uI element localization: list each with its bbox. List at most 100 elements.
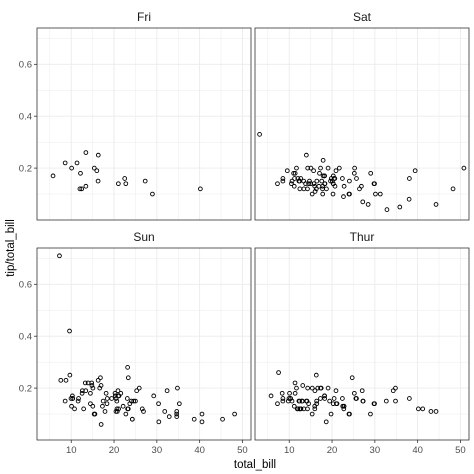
data-point bbox=[139, 406, 145, 412]
data-point bbox=[349, 375, 355, 381]
data-point bbox=[62, 398, 68, 404]
data-point bbox=[330, 401, 336, 407]
facet-panel-fri: Fri bbox=[36, 6, 252, 221]
data-point bbox=[340, 176, 345, 181]
facet-strip bbox=[255, 6, 469, 28]
data-point bbox=[68, 396, 74, 401]
data-point bbox=[150, 191, 155, 197]
facet-strip bbox=[37, 6, 251, 28]
data-point bbox=[351, 170, 357, 176]
data-point bbox=[347, 191, 352, 197]
data-point bbox=[305, 186, 310, 192]
data-point bbox=[69, 403, 74, 409]
data-point bbox=[325, 165, 331, 171]
data-point bbox=[199, 419, 205, 425]
data-point bbox=[83, 183, 89, 189]
data-point bbox=[289, 181, 294, 187]
facet-strip-label: Sat bbox=[353, 10, 372, 24]
data-point bbox=[125, 365, 130, 370]
data-point bbox=[58, 377, 64, 383]
data-point bbox=[305, 406, 310, 412]
data-point bbox=[397, 204, 403, 210]
data-point bbox=[80, 388, 85, 394]
data-point bbox=[450, 186, 456, 192]
data-point bbox=[322, 173, 327, 179]
data-point bbox=[320, 157, 326, 163]
data-point bbox=[333, 168, 339, 174]
data-point bbox=[275, 181, 280, 187]
data-point bbox=[333, 388, 339, 394]
data-point bbox=[257, 132, 262, 137]
data-point bbox=[373, 191, 378, 197]
data-point bbox=[85, 380, 91, 386]
data-point bbox=[280, 176, 286, 181]
data-point bbox=[91, 165, 97, 171]
data-point bbox=[371, 181, 377, 187]
data-point bbox=[359, 388, 365, 394]
data-point bbox=[289, 178, 295, 184]
data-point bbox=[280, 396, 286, 401]
data-point bbox=[114, 398, 120, 404]
data-point bbox=[98, 422, 104, 427]
data-point bbox=[88, 390, 93, 396]
data-point bbox=[314, 178, 320, 184]
data-point bbox=[100, 403, 105, 409]
data-point bbox=[291, 183, 297, 189]
data-point bbox=[318, 165, 323, 171]
data-point bbox=[359, 183, 364, 189]
data-point bbox=[298, 406, 304, 412]
y-tick-label: 0.2 bbox=[19, 383, 32, 394]
data-point bbox=[120, 403, 126, 409]
data-point bbox=[353, 396, 359, 401]
data-point bbox=[330, 173, 336, 179]
data-point bbox=[69, 165, 74, 171]
data-point bbox=[294, 165, 299, 171]
data-point bbox=[308, 165, 314, 171]
data-point bbox=[199, 411, 205, 417]
data-point bbox=[314, 398, 319, 404]
data-point bbox=[323, 419, 329, 425]
data-point bbox=[109, 396, 114, 401]
data-point bbox=[125, 406, 130, 412]
data-point bbox=[433, 202, 439, 207]
data-point bbox=[284, 168, 290, 174]
data-point bbox=[57, 253, 62, 259]
data-point bbox=[328, 178, 333, 184]
data-point bbox=[112, 390, 118, 396]
facet-panel-sun: Sun bbox=[36, 226, 252, 441]
data-point bbox=[296, 398, 302, 404]
x-tick-label: 40 bbox=[194, 445, 205, 456]
data-point bbox=[328, 411, 334, 417]
data-point bbox=[309, 191, 315, 197]
data-point bbox=[306, 181, 311, 187]
data-point bbox=[97, 385, 103, 391]
data-point bbox=[104, 401, 110, 407]
data-point bbox=[291, 403, 297, 409]
data-point bbox=[113, 409, 119, 414]
data-point bbox=[368, 411, 373, 417]
data-point bbox=[76, 396, 81, 401]
data-point bbox=[123, 411, 129, 417]
x-tick-label: 20 bbox=[327, 445, 338, 456]
data-point bbox=[341, 194, 346, 199]
y-tick-label: 0.6 bbox=[19, 280, 32, 291]
data-point bbox=[331, 396, 337, 401]
data-point bbox=[383, 398, 389, 404]
facet-strip-label: Thur bbox=[350, 230, 375, 244]
data-point bbox=[98, 375, 103, 381]
panels-layer: Fri Sat Sun Thur bbox=[36, 6, 470, 441]
data-point bbox=[100, 398, 106, 404]
x-tick-label: 20 bbox=[109, 445, 120, 456]
axes-layer: 0.2 0.4 0.6 0.2 0.4 0.6 10 20 30 40 50 10 20 30 40 50 bbox=[19, 60, 466, 456]
data-point bbox=[330, 181, 336, 187]
data-point bbox=[79, 186, 85, 192]
data-point bbox=[309, 411, 315, 417]
data-point bbox=[162, 409, 168, 414]
data-point bbox=[174, 411, 180, 417]
data-point bbox=[113, 396, 119, 401]
data-point bbox=[70, 396, 75, 401]
data-point bbox=[177, 401, 182, 407]
data-point bbox=[317, 170, 322, 176]
x-tick-label: 10 bbox=[66, 445, 77, 456]
x-tick-label: 10 bbox=[284, 445, 295, 456]
